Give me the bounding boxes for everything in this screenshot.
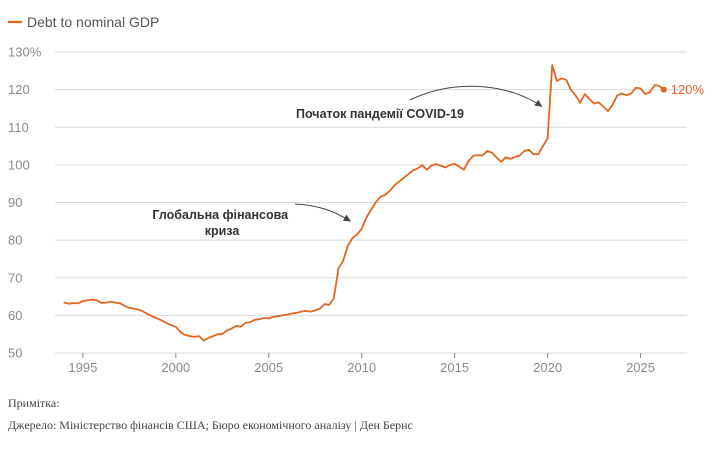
y-tick-label-90: 90 bbox=[8, 195, 22, 210]
y-tick-label-110: 110 bbox=[8, 120, 29, 135]
y-tick-label-120: 120 bbox=[8, 82, 30, 97]
footer-source: Джерело: Міністерство фінансів США; Бюро… bbox=[8, 418, 413, 432]
gridlines bbox=[55, 51, 687, 354]
x-tick-label-2020: 2020 bbox=[533, 360, 562, 375]
x-tick-label-1995: 1995 bbox=[68, 360, 97, 375]
y-tick-label-50: 50 bbox=[8, 346, 22, 361]
annotation-gfc-arrow bbox=[294, 203, 352, 222]
annotation-gfc-label: Глобальна фінансова криза bbox=[152, 208, 291, 238]
x-tick-label-2000: 2000 bbox=[161, 360, 190, 375]
annotation-gfc: Глобальна фінансова криза bbox=[152, 203, 352, 238]
legend-label-debt-to-gdp: Debt to nominal GDP bbox=[27, 14, 159, 30]
annotation-covid-label: Початок пандемії COVID-19 bbox=[296, 107, 464, 121]
y-tick-label-130: 130% bbox=[8, 45, 42, 60]
y-axis-ticks: 50 60 70 80 90 100 110 120 130% bbox=[8, 45, 42, 361]
series-end-label: 120% bbox=[671, 82, 705, 97]
annotation-covid-arrow bbox=[409, 85, 543, 108]
x-axis-ticks: 1995 2000 2005 2010 2015 2020 2025 bbox=[68, 353, 655, 375]
series-end-point bbox=[660, 86, 667, 93]
x-tick-label-2005: 2005 bbox=[254, 360, 283, 375]
x-tick-label-2025: 2025 bbox=[626, 360, 655, 375]
series-line-debt-to-gdp bbox=[63, 64, 665, 342]
legend: Debt to nominal GDP bbox=[8, 14, 159, 30]
x-tick-label-2015: 2015 bbox=[440, 360, 469, 375]
annotation-covid: Початок пандемії COVID-19 bbox=[296, 85, 543, 121]
y-tick-label-80: 80 bbox=[8, 233, 22, 248]
annotation-gfc-line-2: криза bbox=[205, 224, 241, 238]
x-tick-label-2010: 2010 bbox=[347, 360, 376, 375]
y-tick-label-60: 60 bbox=[8, 308, 22, 323]
y-tick-label-70: 70 bbox=[8, 270, 22, 285]
series-debt-to-gdp: 120% bbox=[63, 64, 705, 342]
footer-note: Примітка: bbox=[8, 396, 60, 410]
y-tick-label-100: 100 bbox=[8, 157, 30, 172]
annotation-gfc-line-1: Глобальна фінансова bbox=[152, 208, 289, 222]
